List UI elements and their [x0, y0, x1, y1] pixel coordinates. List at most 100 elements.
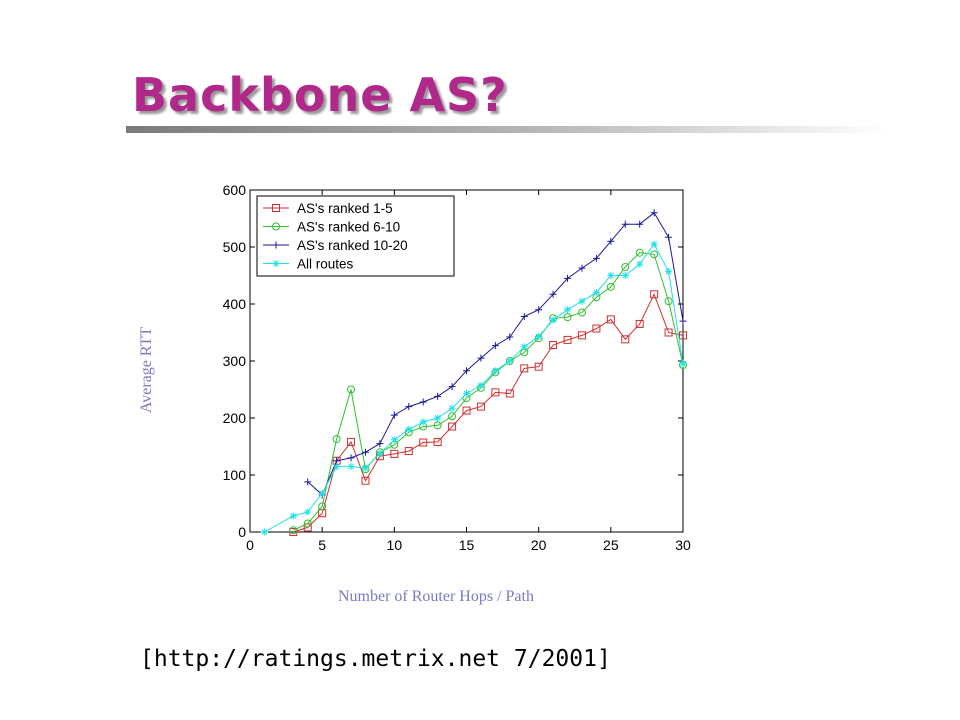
- legend-swatch-marker: [272, 222, 280, 231]
- data-point: [361, 448, 369, 456]
- data-point: [665, 233, 673, 241]
- data-point: [304, 478, 312, 486]
- data-point: [463, 367, 470, 375]
- y-tick-label: 600: [223, 182, 247, 198]
- data-point: [635, 248, 644, 257]
- data-point: [549, 316, 557, 324]
- data-point: [347, 462, 355, 470]
- series-line: [293, 293, 684, 533]
- data-point: [491, 388, 500, 397]
- data-point: [563, 335, 572, 344]
- data-point: [434, 414, 442, 422]
- data-point: [448, 383, 456, 391]
- series-2: [289, 248, 687, 535]
- data-point: [549, 290, 557, 298]
- data-point: [477, 354, 485, 362]
- data-point: [520, 364, 529, 373]
- data-point: [592, 254, 600, 262]
- data-point: [650, 290, 659, 299]
- data-point: [433, 421, 442, 430]
- series-4: [260, 240, 687, 536]
- legend-swatch-marker: [272, 204, 280, 212]
- data-point: [535, 306, 543, 314]
- legend-box: [256, 195, 455, 277]
- source-citation: [http://ratings.metrix.net 7/2001]: [140, 646, 611, 672]
- data-point: [635, 319, 644, 328]
- y-tick-label: 500: [223, 239, 247, 255]
- legend-swatch-marker: [272, 241, 280, 249]
- data-point: [419, 398, 427, 406]
- legend-label: AS's ranked 1-5: [297, 201, 393, 216]
- data-point: [289, 512, 297, 520]
- data-point: [419, 418, 427, 426]
- data-point: [419, 438, 428, 447]
- data-point: [491, 342, 499, 350]
- series-3: [304, 209, 687, 499]
- data-point: [520, 313, 528, 321]
- data-point: [491, 367, 499, 375]
- data-point: [448, 404, 456, 412]
- data-point: [636, 220, 644, 228]
- data-point: [404, 447, 413, 456]
- data-point: [347, 385, 356, 394]
- data-point: [577, 331, 586, 340]
- series-line: [293, 252, 684, 531]
- x-tick-label: 30: [675, 537, 691, 553]
- data-point: [534, 362, 543, 371]
- data-point: [318, 502, 327, 511]
- data-point: [361, 464, 369, 472]
- data-point: [405, 403, 413, 411]
- data-point: [434, 392, 442, 400]
- data-point: [520, 343, 528, 351]
- legend-entry: AS's ranked 1-5: [263, 201, 393, 216]
- data-point: [376, 440, 384, 448]
- data-point: [621, 272, 629, 279]
- y-axis-label: Average RTT: [138, 327, 155, 413]
- series-line: [264, 243, 684, 533]
- data-point: [650, 209, 658, 217]
- x-tick-label: 25: [603, 537, 619, 553]
- data-point: [505, 389, 514, 398]
- data-point: [476, 402, 485, 411]
- legend-entry: AS's ranked 10-20: [263, 238, 408, 253]
- y-tick-label: 100: [223, 467, 247, 483]
- data-point: [477, 382, 485, 390]
- data-point: [679, 331, 687, 340]
- data-point: [318, 489, 326, 497]
- data-point: [577, 308, 586, 317]
- data-point: [664, 297, 673, 306]
- legend-swatch-marker: [272, 260, 280, 267]
- data-point: [462, 406, 471, 415]
- data-point: [405, 425, 413, 433]
- data-point: [304, 508, 312, 516]
- legend-label: AS's ranked 6-10: [297, 220, 400, 235]
- data-point: [621, 335, 630, 344]
- legend-entry: All routes: [263, 257, 354, 272]
- data-point: [592, 289, 600, 297]
- x-tick-label: 20: [531, 537, 547, 553]
- x-tick-label: 10: [387, 537, 403, 553]
- data-point: [333, 462, 341, 470]
- data-point: [535, 332, 543, 340]
- data-point: [650, 240, 658, 248]
- data-point: [592, 324, 601, 333]
- legend-label: AS's ranked 10-20: [297, 238, 408, 253]
- data-point: [433, 437, 442, 446]
- data-point: [679, 317, 687, 325]
- data-point: [390, 436, 398, 444]
- data-point: [650, 250, 659, 259]
- data-point: [564, 306, 572, 314]
- data-point: [332, 435, 341, 444]
- data-point: [578, 264, 586, 272]
- data-point: [448, 412, 457, 421]
- data-point: [448, 422, 457, 431]
- y-tick-label: 200: [223, 410, 247, 426]
- y-tick-label: 400: [223, 296, 247, 312]
- data-point: [621, 220, 629, 228]
- legend-label: All routes: [297, 257, 354, 272]
- title-underline: [126, 126, 891, 133]
- data-point: [606, 315, 615, 324]
- data-point: [390, 411, 398, 419]
- data-point: [506, 333, 514, 341]
